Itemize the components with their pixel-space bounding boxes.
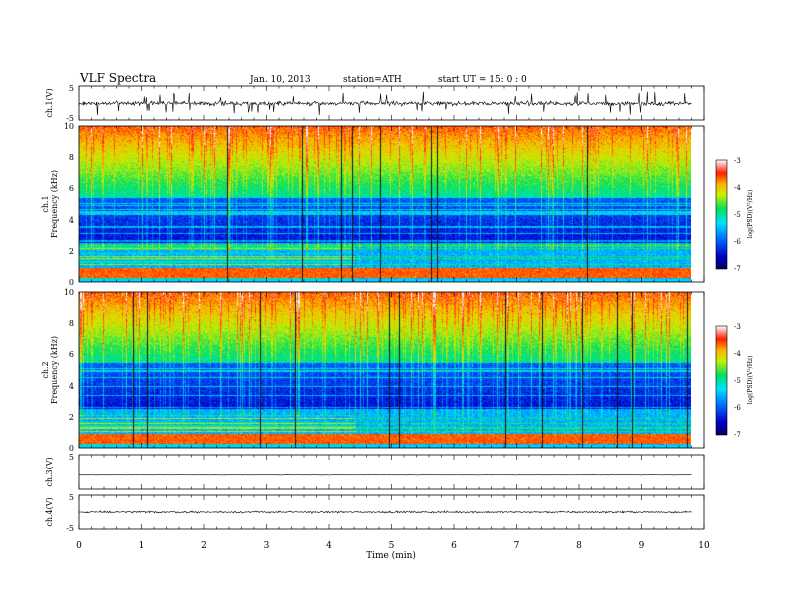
spec2-ytick-10: 10 [64, 288, 74, 297]
xtick-7: 7 [514, 541, 520, 551]
xtick-6: 6 [451, 541, 457, 551]
spec1-ytick-8: 8 [69, 153, 74, 162]
ch4-trace [78, 510, 692, 514]
spectrogram-ch1-panel: 0 2 4 6 8 10 ch.1 Frequency (kHz) -3 -4 … [41, 122, 754, 287]
cb2-tick-7: -7 [734, 431, 741, 439]
spec1-ytick-10: 10 [64, 122, 74, 131]
cb2-tick-4: -4 [734, 350, 741, 358]
spectrogram-ch2-yticks: 0 2 4 6 8 10 [64, 288, 74, 453]
start-time-label: start UT = 15: 0 : 0 [438, 75, 527, 85]
spec1-ylabel: Frequency (kHz) [50, 170, 59, 238]
spectrogram-ch1-image [79, 126, 691, 282]
spectrogram-ch2-image [79, 292, 691, 448]
ch4-trace-line [78, 510, 692, 514]
x-axis: 0 1 2 3 4 5 6 7 8 9 10 Time (min) [76, 541, 710, 561]
ch3-ylabel: ch.3(V) [45, 457, 54, 486]
axis-ticks [78, 86, 705, 529]
station-label: station=ATH [343, 75, 402, 85]
figure-title: VLF Spectra [79, 71, 156, 85]
cb2-tick-6: -6 [734, 404, 741, 412]
cb1-tick-5: -5 [734, 211, 741, 219]
spec1-channel-label: ch.1 [41, 195, 50, 212]
colorbar-ch1: -3 -4 -5 -6 -7 log(PSD)(V²/Hz) [715, 157, 754, 273]
cb1-tick-3: -3 [734, 157, 741, 165]
ch4-ytick-bottom: -5 [66, 524, 74, 533]
ch4-panel: 5 -5 ch.4(V) [45, 493, 705, 533]
cb2-label: log(PSD)(V²/Hz) [747, 356, 754, 405]
xtick-1: 1 [139, 541, 145, 551]
ch3-ytick-top: 5 [69, 453, 74, 462]
colorbar-ch1-scale [715, 159, 728, 270]
cb1-tick-7: -7 [734, 265, 741, 273]
cb1-label: log(PSD)(V²/Hz) [747, 190, 754, 239]
spec2-ytick-6: 6 [69, 350, 74, 359]
x-axis-label: Time (min) [366, 550, 416, 561]
xtick-9: 9 [639, 541, 645, 551]
ch1-trace [78, 91, 692, 116]
ch3-trace-line [78, 474, 692, 476]
xtick-8: 8 [576, 541, 582, 551]
spec1-ytick-2: 2 [69, 247, 74, 256]
spec2-ylabel: Frequency (kHz) [50, 336, 59, 404]
cb2-tick-3: -3 [734, 323, 741, 331]
ch4-ytick-top: 5 [69, 493, 74, 502]
spectrogram-ch2-panel: 0 2 4 6 8 10 ch.2 Frequency (kHz) -3 -4 … [41, 288, 754, 453]
ch1-ytick-top: 5 [69, 84, 74, 93]
ch1-frame [78, 85, 705, 121]
spec2-ytick-4: 4 [69, 382, 74, 391]
ch1-panel: 5 -5 ch.1(V) [45, 84, 705, 123]
xtick-4: 4 [326, 541, 332, 551]
date-label: Jan. 10, 2013 [249, 75, 311, 85]
colorbar-ch2: -3 -4 -5 -6 -7 log(PSD)(V²/Hz) [715, 323, 754, 439]
spectrogram-ch1-yticks: 0 2 4 6 8 10 [64, 122, 74, 287]
xtick-3: 3 [264, 541, 270, 551]
ch3-trace [78, 474, 692, 476]
ch1-ytick-bottom: -5 [66, 114, 74, 123]
xtick-10: 10 [698, 541, 710, 551]
ch1-trace-line [78, 91, 692, 116]
spec2-ytick-2: 2 [69, 413, 74, 422]
ch4-ylabel: ch.4(V) [45, 497, 54, 526]
xtick-2: 2 [201, 541, 207, 551]
ch3-panel: 5 ch.3(V) [45, 453, 705, 490]
spec1-ytick-6: 6 [69, 184, 74, 193]
xtick-5: 5 [389, 541, 395, 551]
spec2-channel-label: ch.2 [41, 361, 50, 378]
spec2-ytick-0: 0 [69, 444, 74, 453]
spec1-ytick-0: 0 [69, 278, 74, 287]
ch1-ylabel: ch.1(V) [45, 88, 54, 117]
spec2-ytick-8: 8 [69, 319, 74, 328]
colorbar-ch2-scale [715, 325, 728, 436]
cb1-tick-4: -4 [734, 184, 741, 192]
cb1-tick-6: -6 [734, 238, 741, 246]
cb2-tick-5: -5 [734, 377, 741, 385]
spec1-ytick-4: 4 [69, 216, 74, 225]
ch3-frame [78, 454, 705, 490]
xtick-0: 0 [76, 541, 82, 551]
